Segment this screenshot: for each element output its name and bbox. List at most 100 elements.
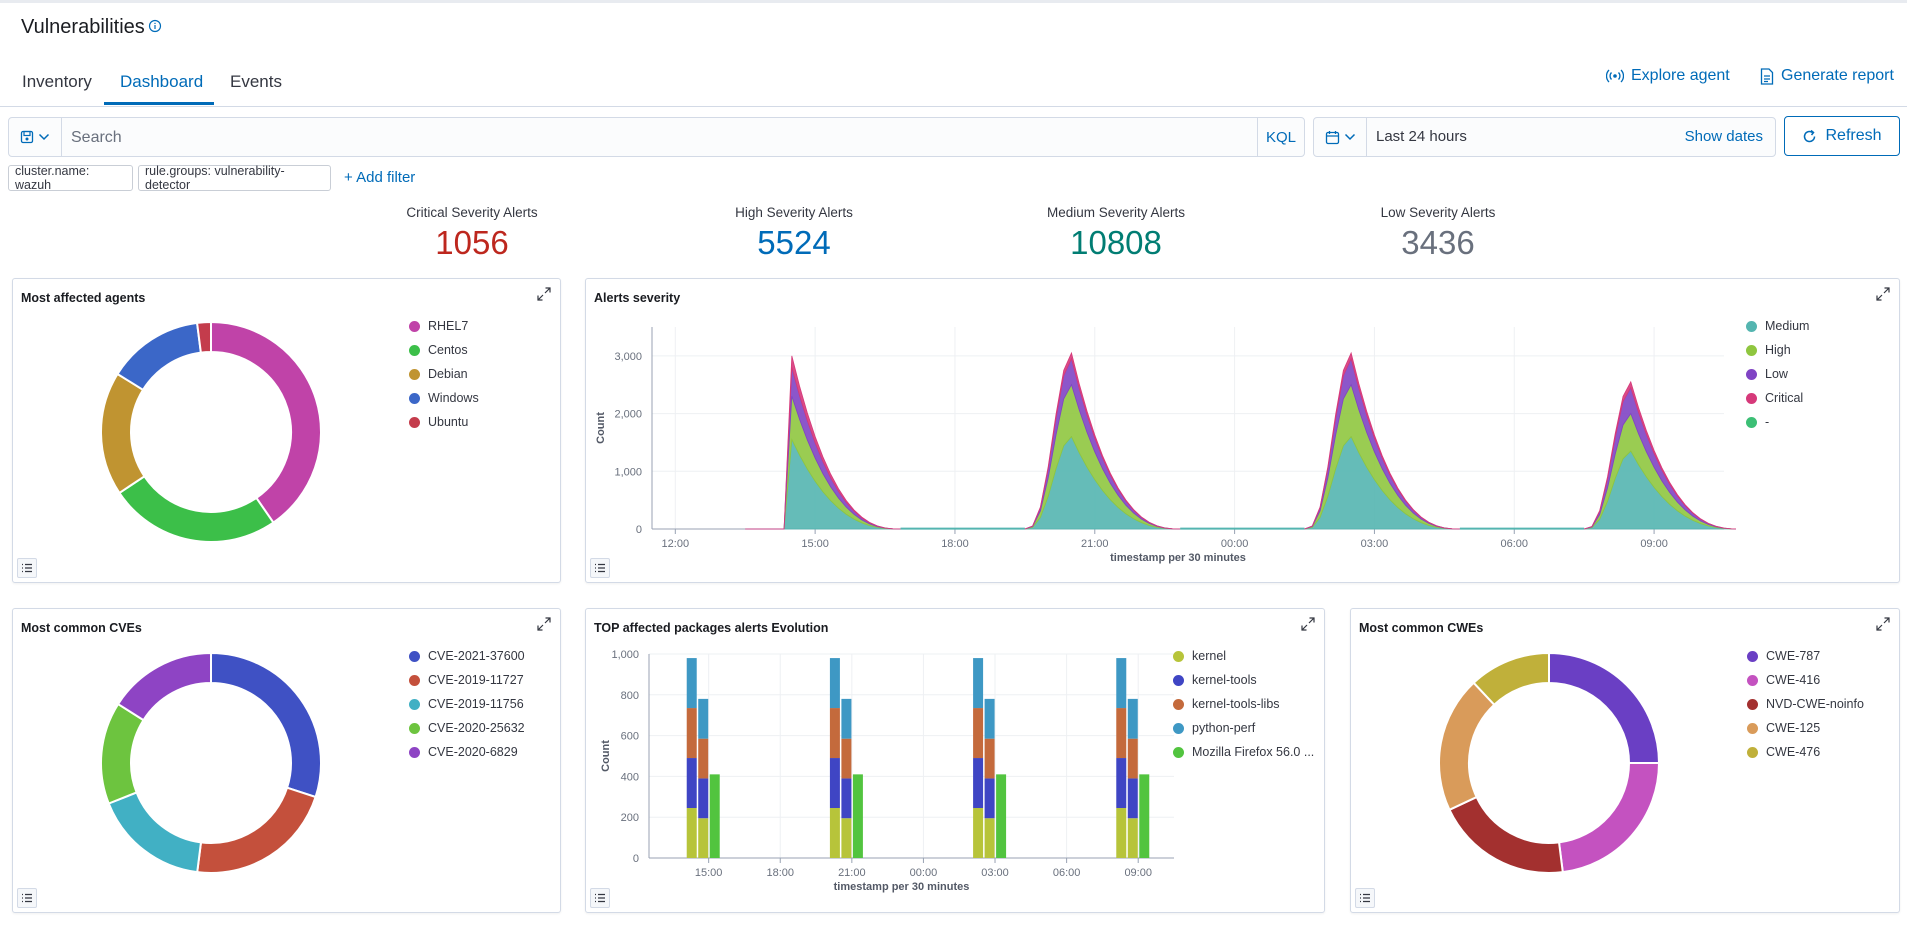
bar-kernel-tools-g1-b2[interactable] (698, 778, 709, 819)
bar-kernel-tools-libs-g2-b1[interactable] (829, 708, 840, 759)
legend-item-nvd-cwe-noinfo[interactable]: NVD-CWE-noinfo (1747, 692, 1864, 716)
bar-kernel-tools-g3-b1[interactable] (973, 758, 984, 809)
legend-item-ubuntu[interactable]: Ubuntu (409, 410, 479, 434)
bar-kernel-tools-g2-b2[interactable] (841, 778, 852, 819)
bar-kernel-tools-libs-g3-b1[interactable] (973, 708, 984, 759)
bar-kernel-g1-b1[interactable] (686, 808, 697, 858)
legend-item-kernel-tools-libs[interactable]: kernel-tools-libs (1173, 692, 1314, 716)
legend-item-critical[interactable]: Critical (1746, 386, 1809, 410)
tab-events[interactable]: Events (230, 72, 282, 91)
refresh-button[interactable]: Refresh (1784, 116, 1900, 156)
expand-icon[interactable] (536, 286, 552, 302)
bar-kernel-tools-g2-b1[interactable] (829, 758, 840, 809)
slice-cwe-476[interactable] (1472, 651, 1550, 707)
bar-kernel-tools-libs-g4-b2[interactable] (1127, 738, 1138, 779)
bar-mozilla-firefox-56-0-g4-b3[interactable] (1139, 774, 1150, 858)
expand-icon[interactable] (1300, 616, 1316, 632)
show-dates-link[interactable]: Show dates (1684, 128, 1763, 145)
filter-pill-cluster[interactable]: cluster.name: wazuh (8, 164, 133, 192)
area-critical-peak-3[interactable] (1304, 351, 1460, 530)
legend-toggle-button[interactable] (17, 558, 37, 578)
bar-mozilla-firefox-56-0-g1-b3[interactable] (709, 774, 720, 858)
bar-kernel-g3-b2[interactable] (984, 818, 995, 858)
slice-cve-2021-37600[interactable] (210, 651, 322, 799)
legend-item-debian[interactable]: Debian (409, 362, 479, 386)
bar-python-perf-g1-b2[interactable] (698, 698, 709, 739)
filter-pill-rule-groups[interactable]: rule.groups: vulnerability-detector (138, 164, 331, 192)
add-filter-button[interactable]: + Add filter (344, 169, 416, 186)
bar-mozilla-firefox-56-0-g2-b3[interactable] (852, 774, 863, 858)
saved-query-button[interactable] (9, 118, 62, 156)
legend-item-cve-2019-11727[interactable]: CVE-2019-11727 (409, 668, 525, 692)
bar-kernel-g4-b1[interactable] (1116, 808, 1127, 858)
bar-kernel-tools-libs-g4-b1[interactable] (1116, 708, 1127, 759)
legend-item-medium[interactable]: Medium (1746, 314, 1809, 338)
explore-agent-button[interactable]: Explore agent (1606, 67, 1730, 85)
legend-item-mozilla-firefox-56-0[interactable]: Mozilla Firefox 56.0 ... (1173, 740, 1314, 764)
slice-cve-2019-11727[interactable] (196, 786, 317, 874)
bar-kernel-tools-g4-b2[interactable] (1127, 778, 1138, 819)
legend-toggle-button[interactable] (590, 558, 610, 578)
bar-kernel-g1-b2[interactable] (698, 818, 709, 858)
expand-icon[interactable] (1875, 286, 1891, 302)
area-critical-peak-4[interactable] (1584, 380, 1736, 530)
slice-rhel7[interactable] (210, 320, 322, 524)
bar-python-perf-g3-b1[interactable] (973, 658, 984, 709)
legend-toggle-button[interactable] (17, 888, 37, 908)
legend-item-cve-2021-37600[interactable]: CVE-2021-37600 (409, 644, 525, 668)
slice-windows[interactable] (116, 321, 202, 392)
legend-item-cve-2020-6829[interactable]: CVE-2020-6829 (409, 740, 525, 764)
bar-kernel-tools-libs-g2-b2[interactable] (841, 738, 852, 779)
bar-kernel-tools-libs-g1-b1[interactable] (686, 708, 697, 759)
legend-item-low[interactable]: Low (1746, 362, 1809, 386)
slice-cwe-416[interactable] (1557, 762, 1661, 874)
slice-debian[interactable] (100, 372, 146, 495)
time-range-label[interactable]: Last 24 hours (1376, 128, 1467, 145)
legend-item-rhel7[interactable]: RHEL7 (409, 314, 479, 338)
bar-mozilla-firefox-56-0-g3-b3[interactable] (996, 774, 1007, 858)
legend-toggle-button[interactable] (1355, 888, 1375, 908)
bar-kernel-tools-g3-b2[interactable] (984, 778, 995, 819)
bar-python-perf-g1-b1[interactable] (686, 658, 697, 709)
slice-ubuntu[interactable] (195, 320, 212, 354)
bar-python-perf-g4-b2[interactable] (1127, 698, 1138, 739)
legend-toggle-button[interactable] (590, 888, 610, 908)
legend-item-high[interactable]: High (1746, 338, 1809, 362)
bar-kernel-tools-libs-g1-b2[interactable] (698, 738, 709, 779)
kql-toggle[interactable]: KQL (1257, 118, 1304, 156)
legend-item-cwe-787[interactable]: CWE-787 (1747, 644, 1864, 668)
expand-icon[interactable] (536, 616, 552, 632)
tab-dashboard[interactable]: Dashboard (120, 72, 204, 91)
quick-select-button[interactable] (1314, 118, 1367, 156)
legend-item-cwe-125[interactable]: CWE-125 (1747, 716, 1864, 740)
legend-item-blank[interactable]: - (1746, 410, 1809, 434)
slice-cve-2019-11756[interactable] (107, 791, 203, 874)
tab-inventory[interactable]: Inventory (22, 72, 92, 91)
bar-kernel-tools-libs-g3-b2[interactable] (984, 738, 995, 779)
slice-cve-2020-25632[interactable] (100, 702, 145, 805)
bar-kernel-g4-b2[interactable] (1127, 818, 1138, 858)
slice-cwe-125[interactable] (1438, 681, 1496, 812)
bar-python-perf-g3-b2[interactable] (984, 698, 995, 739)
search-input[interactable] (63, 118, 1273, 158)
legend-item-kernel-tools[interactable]: kernel-tools (1173, 668, 1314, 692)
slice-centos[interactable] (118, 474, 275, 543)
legend-item-cwe-416[interactable]: CWE-416 (1747, 668, 1864, 692)
legend-item-centos[interactable]: Centos (409, 338, 479, 362)
legend-item-cve-2019-11756[interactable]: CVE-2019-11756 (409, 692, 525, 716)
expand-icon[interactable] (1875, 616, 1891, 632)
bar-python-perf-g2-b1[interactable] (829, 658, 840, 709)
bar-kernel-g2-b1[interactable] (829, 808, 840, 858)
legend-item-python-perf[interactable]: python-perf (1173, 716, 1314, 740)
bar-python-perf-g2-b2[interactable] (841, 698, 852, 739)
bar-kernel-g2-b2[interactable] (841, 818, 852, 858)
legend-item-cwe-476[interactable]: CWE-476 (1747, 740, 1864, 764)
bar-kernel-tools-g1-b1[interactable] (686, 758, 697, 809)
bar-kernel-g3-b1[interactable] (973, 808, 984, 858)
slice-nvd-cwe-noinfo[interactable] (1448, 795, 1564, 874)
legend-item-windows[interactable]: Windows (409, 386, 479, 410)
slice-cve-2020-6829[interactable] (116, 651, 212, 722)
info-icon[interactable] (148, 19, 162, 33)
generate-report-button[interactable]: Generate report (1760, 67, 1894, 85)
legend-item-cve-2020-25632[interactable]: CVE-2020-25632 (409, 716, 525, 740)
